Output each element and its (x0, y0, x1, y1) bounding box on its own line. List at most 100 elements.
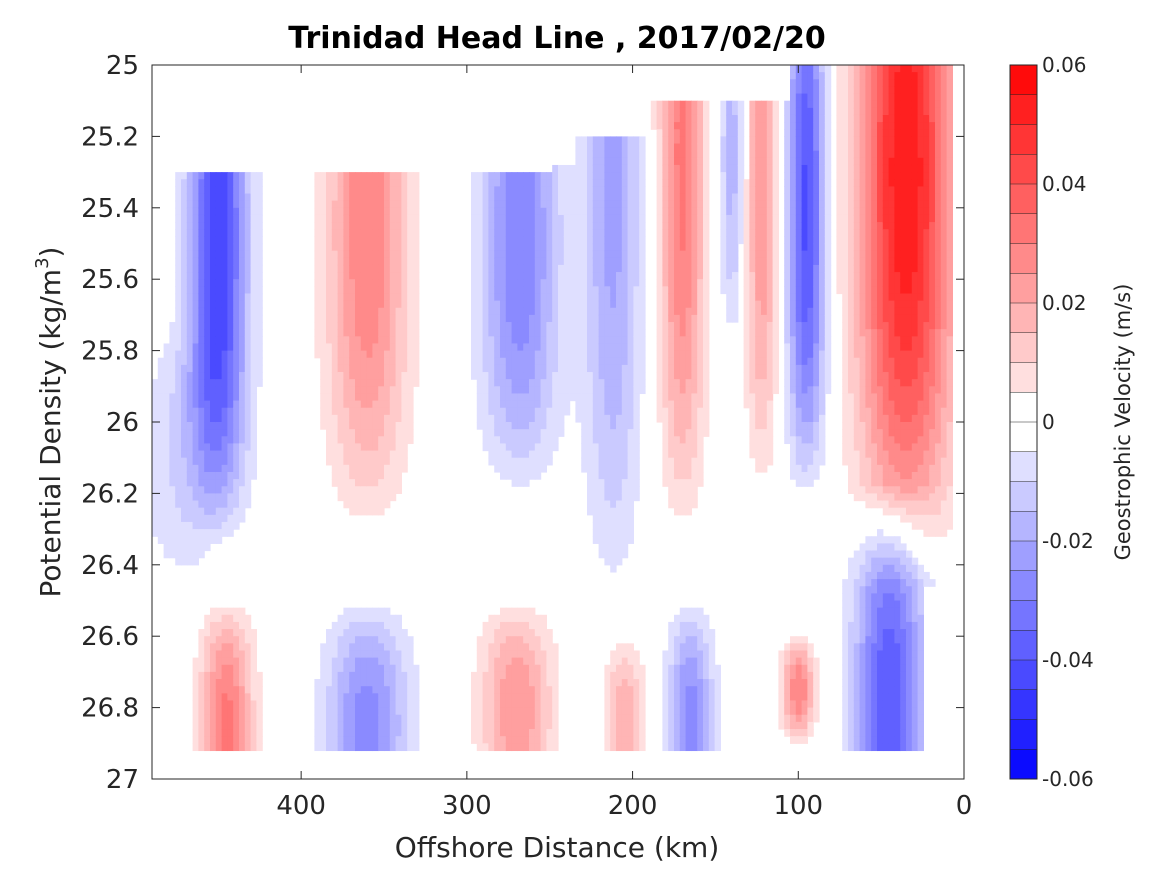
contour-cell (685, 114, 692, 123)
contour-cell (679, 329, 687, 337)
contour-cell (732, 257, 739, 266)
contour-cell (534, 243, 542, 252)
contour-cell (239, 614, 246, 623)
contour-cell (505, 222, 513, 230)
contour-cell (633, 707, 640, 716)
contour-cell (250, 400, 257, 409)
contour-cell (627, 700, 634, 709)
contour-cell (482, 422, 489, 430)
contour-cell (534, 279, 542, 287)
contour-cell (198, 300, 205, 309)
contour-cell (581, 322, 588, 330)
contour-cell (743, 379, 750, 387)
contour-cell (326, 400, 333, 409)
contour-cell (552, 286, 559, 295)
contour-cell (558, 322, 565, 330)
contour-cell (517, 464, 524, 473)
contour-cell (749, 429, 756, 437)
contour-cell (523, 250, 530, 259)
contour-cell (355, 664, 362, 673)
contour-cell (366, 272, 373, 280)
contour-cell (784, 157, 791, 166)
contour-cell (505, 193, 513, 202)
contour-cell (621, 236, 629, 245)
contour-cell (575, 393, 582, 402)
contour-cell (239, 250, 246, 259)
contour-cell (511, 264, 518, 273)
contour-cell (674, 486, 681, 494)
contour-cell (621, 207, 629, 216)
contour-cell (616, 400, 623, 409)
contour-cell (233, 471, 240, 480)
contour-cell (697, 314, 704, 323)
contour-cell (575, 414, 582, 423)
contour-cell (239, 457, 246, 466)
contour-cell (662, 736, 669, 744)
contour-cell (656, 243, 663, 252)
contour-cell (349, 314, 356, 323)
contour-cell (221, 379, 228, 387)
contour-cell (221, 322, 228, 330)
contour-cell (337, 200, 344, 209)
contour-cell (534, 443, 542, 452)
contour-cell (639, 671, 646, 680)
contour-cell (610, 393, 617, 402)
contour-cell (627, 500, 634, 509)
contour-cell (239, 407, 246, 416)
contour-cell (732, 229, 739, 237)
contour-cell (633, 193, 640, 202)
contour-cell (494, 186, 501, 195)
contour-cell (157, 457, 165, 466)
contour-cell (761, 129, 768, 137)
contour-cell (703, 350, 710, 359)
contour-cell (152, 529, 159, 537)
contour-cell (198, 650, 205, 659)
contour-cell (337, 272, 344, 280)
contour-cell (679, 443, 687, 452)
contour-cell (517, 307, 524, 316)
contour-cell (227, 229, 234, 237)
contour-cell (569, 343, 576, 352)
contour-cell (343, 307, 350, 316)
contour-cell (505, 243, 513, 252)
contour-cell (592, 250, 600, 259)
contour-cell (674, 500, 681, 509)
contour-cell (685, 314, 692, 323)
contour-cell (476, 179, 484, 187)
contour-cell (355, 357, 362, 366)
contour-cell (494, 229, 501, 237)
contour-cell (384, 614, 391, 623)
contour-cell (674, 707, 681, 716)
contour-cell (227, 679, 234, 687)
contour-cell (720, 200, 727, 209)
contour-cell (239, 179, 246, 187)
contour-cell (244, 736, 252, 744)
contour-cell (703, 200, 710, 209)
contour-cell (372, 700, 379, 709)
contour-cell (314, 743, 321, 752)
contour-cell (488, 422, 495, 430)
contour-cell (500, 629, 507, 637)
contour-cell (233, 279, 240, 287)
contour-cell (569, 350, 576, 359)
contour-cell (186, 350, 194, 359)
contour-cell (192, 450, 199, 459)
contour-cell (210, 414, 217, 423)
contour-cell (181, 443, 188, 452)
contour-cell (186, 243, 194, 252)
contour-cell (250, 464, 257, 473)
contour-cell (221, 707, 228, 716)
contour-cell (674, 143, 681, 152)
contour-cell (703, 614, 710, 623)
contour-cell (616, 457, 623, 466)
contour-cell (326, 307, 333, 316)
contour-cell (337, 629, 344, 637)
contour-cell (761, 122, 768, 130)
contour-cell (372, 429, 379, 437)
contour-cell (239, 443, 246, 452)
contour-cell (337, 743, 344, 752)
contour-cell (233, 393, 240, 402)
contour-cell (674, 279, 681, 287)
contour-cell (639, 721, 646, 730)
contour-cell (772, 357, 779, 366)
